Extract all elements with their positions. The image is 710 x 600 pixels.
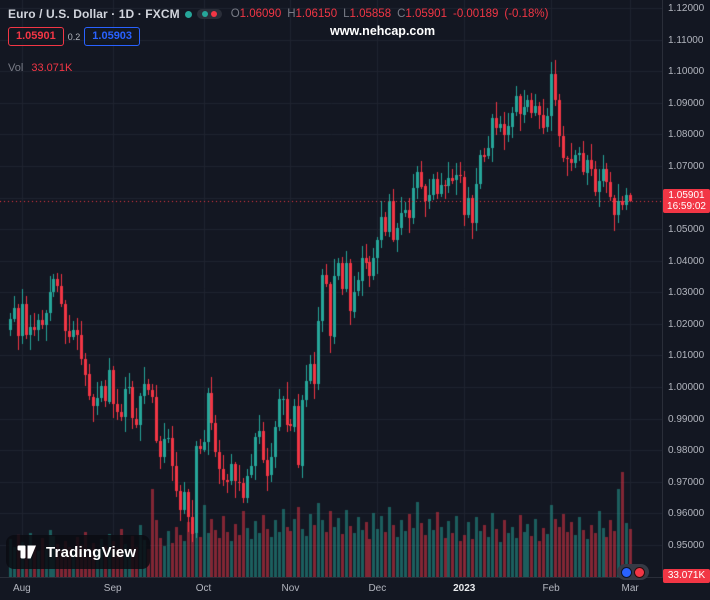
change-percent: (-0.18%) [504, 8, 549, 20]
spread-value: 0.2 [67, 31, 81, 42]
price-tick-label: 1.07000 [668, 160, 705, 172]
low-label: L [343, 8, 350, 20]
price-tick-label: 0.95000 [668, 540, 705, 551]
bar-countdown: 16:59:02 [667, 200, 706, 212]
time-axis[interactable]: Aug Sep Oct Nov Dec 2023 Feb Mar [0, 577, 710, 600]
dual-dot-badge[interactable] [196, 9, 222, 19]
time-tick-label: Oct [195, 583, 212, 594]
symbol-title[interactable]: Euro / U.S. Dollar · 1D · FXCM [8, 7, 180, 21]
site-watermark: www.nehcap.com [330, 24, 436, 38]
price-tick-label: 1.02000 [668, 318, 705, 330]
current-volume-tag: 33.071K [663, 569, 710, 583]
blue-circle-icon [621, 566, 632, 578]
price-tick-label: 0.98000 [668, 445, 705, 457]
close-label: C [397, 8, 406, 20]
time-tick-label: Nov [281, 583, 300, 594]
current-price-tag: 1.05901 16:59:02 [663, 188, 710, 213]
open-value: 1.06090 [239, 8, 282, 20]
volume-label: Vol [8, 62, 24, 74]
red-circle-icon [634, 566, 645, 578]
market-status-icon [184, 10, 192, 18]
time-tick-label: Mar [621, 583, 639, 594]
price-tick-label: 1.01000 [668, 350, 705, 362]
time-tick-label: Feb [542, 583, 560, 594]
price-tick-label: 0.97000 [668, 476, 705, 488]
time-tick-label: Dec [368, 583, 387, 594]
high-label: H [287, 8, 296, 20]
tradingview-logo[interactable]: TradingView [6, 535, 151, 569]
price-tick-label: 1.05000 [668, 224, 705, 236]
sell-button[interactable]: 1.05901 [8, 27, 64, 46]
up-dot-icon [201, 11, 208, 17]
time-tick-label: Aug [12, 583, 31, 594]
close-value: 1.05901 [405, 8, 447, 20]
current-price-value: 1.05901 [668, 189, 705, 201]
chart-legend: Euro / U.S. Dollar · 1D · FXCM O1.06090 … [8, 7, 549, 21]
low-value: 1.05858 [349, 8, 392, 20]
tradingview-mark-icon [17, 545, 36, 559]
price-tick-label: 1.12000 [668, 3, 705, 14]
price-tick-label: 1.10000 [668, 66, 705, 78]
volume-row: Vol 33.071K [8, 62, 72, 74]
buy-button[interactable]: 1.05903 [84, 27, 141, 46]
ohlc-values: O1.06090 H1.06150 L1.05858 C1.05901 -0.0… [231, 8, 549, 20]
price-tick-label: 1.04000 [668, 255, 705, 267]
price-tick-label: 1.08000 [668, 129, 705, 141]
price-tick-label: 1.11000 [668, 34, 704, 46]
time-tick-label: 2023 [453, 583, 476, 594]
price-tick-label: 0.99000 [668, 413, 705, 425]
open-label: O [230, 8, 240, 20]
price-tick-label: 1.03000 [668, 287, 705, 299]
tradingview-wordmark: TradingView [46, 543, 137, 561]
volume-value: 33.071K [31, 62, 73, 74]
price-tick-label: 1.09000 [668, 97, 705, 109]
time-tick-label: Sep [103, 583, 122, 594]
high-value: 1.06150 [295, 8, 338, 20]
down-dot-icon [210, 11, 217, 17]
bottom-right-badge[interactable] [617, 564, 649, 580]
change-value: -0.00189 [452, 8, 499, 20]
price-tick-label: 1.00000 [668, 382, 705, 394]
price-tick-label: 0.96000 [668, 508, 705, 520]
price-axis[interactable]: 0.95000 0.96000 0.97000 0.98000 0.99000 1.000… [662, 0, 710, 577]
bid-ask-row: 1.05901 0.2 1.05903 [8, 27, 141, 46]
